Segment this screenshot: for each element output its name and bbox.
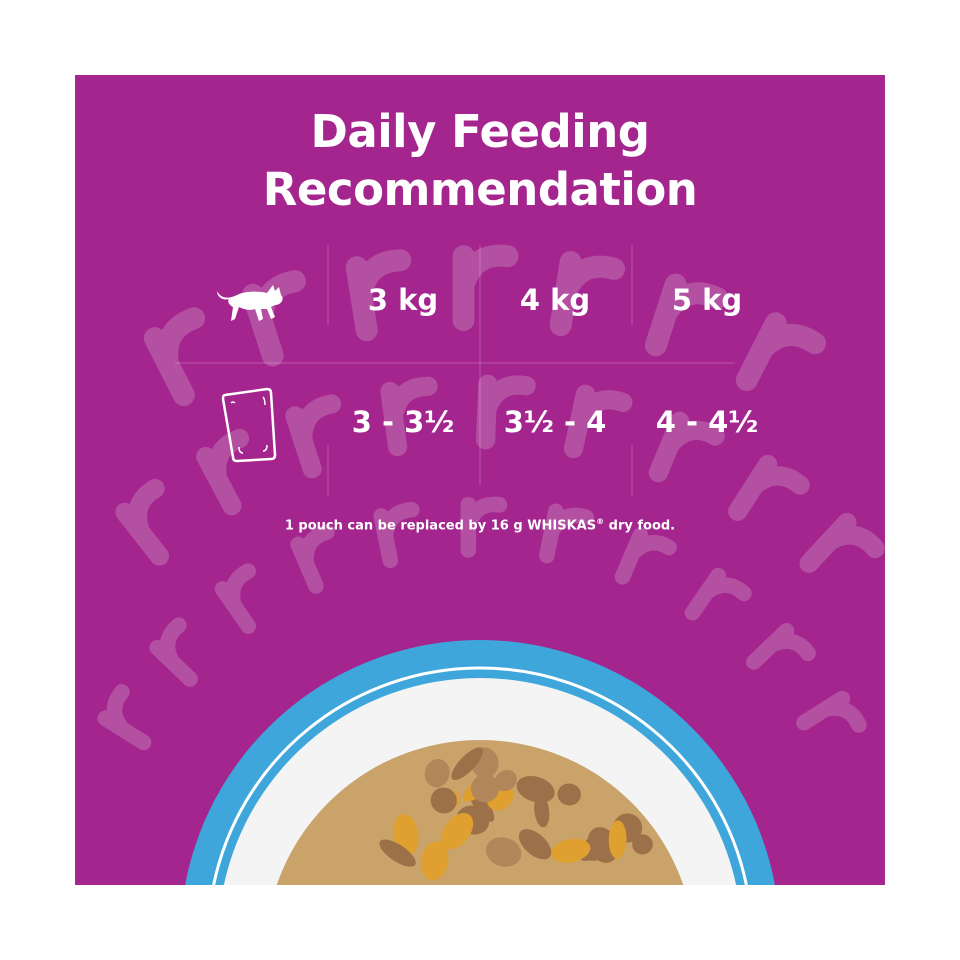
- weight-5kg: 5 kg: [671, 283, 743, 317]
- purr-letter: [373, 501, 420, 569]
- purr-letter: [746, 622, 816, 670]
- food-chunk: [451, 747, 484, 781]
- page-title: Daily Feeding Recommendation: [75, 103, 885, 219]
- purr-letter: [796, 690, 867, 733]
- purr-letter: [285, 394, 342, 479]
- food-chunk: [608, 820, 627, 859]
- food-chunk: [518, 829, 552, 860]
- registered-mark: ®: [596, 517, 605, 526]
- pouches-4kg: 3½ - 4: [503, 405, 607, 439]
- purr-letter: [735, 312, 826, 392]
- food-chunk: [441, 813, 474, 850]
- purr-letter: [149, 617, 198, 687]
- food-chunk: [470, 774, 500, 803]
- purr-letter: [452, 244, 519, 331]
- purr-letter: [476, 374, 536, 450]
- food-chunk: [379, 839, 416, 867]
- purr-letter: [115, 478, 170, 566]
- food-chunk: [557, 783, 581, 806]
- weight-4kg: 4 kg: [519, 283, 591, 317]
- purr-pattern-decoration: [97, 244, 885, 885]
- food-chunk: [494, 769, 517, 792]
- purr-letter: [97, 684, 152, 751]
- food-chunk: [485, 837, 522, 867]
- bowl-rim-line: [212, 666, 748, 885]
- cat-icon: [217, 285, 283, 321]
- purr-letter: [563, 384, 633, 459]
- title-line-1: Daily Feeding: [310, 105, 650, 158]
- purr-letter: [380, 376, 438, 457]
- note-text-end: dry food.: [604, 518, 676, 534]
- food-chunk: [421, 841, 449, 881]
- purr-letter: [549, 251, 626, 337]
- feeding-panel: Daily Feeding Recommendation 3 kg 4 kg 5…: [75, 75, 885, 885]
- purr-letter: [644, 273, 729, 357]
- purr-letter: [196, 428, 250, 516]
- note-text: 1 pouch can be replaced by 16 g WHISKAS: [284, 518, 597, 534]
- purr-letter: [728, 454, 810, 521]
- food-chunk: [551, 838, 591, 863]
- pouch-icon: [221, 387, 277, 463]
- food-chunk: [430, 787, 457, 814]
- purr-letter: [799, 512, 885, 573]
- pouches-3kg: 3 - 3½: [351, 405, 455, 439]
- food-chunk: [632, 834, 653, 855]
- purr-letter: [290, 524, 335, 594]
- purr-letter: [614, 527, 677, 585]
- food-chunk: [516, 776, 555, 803]
- purr-letter: [345, 249, 412, 342]
- food-chunk: [534, 794, 550, 828]
- purr-letter: [214, 563, 257, 634]
- weight-3kg: 3 kg: [367, 283, 439, 317]
- dry-food-note: 1 pouch can be replaced by 16 g WHISKAS®…: [75, 517, 885, 533]
- purr-letter: [648, 411, 725, 483]
- pouches-5kg: 4 - 4½: [655, 405, 759, 439]
- purr-letter: [143, 307, 206, 407]
- purr-letter: [684, 567, 752, 621]
- purr-letter: [460, 496, 508, 558]
- food-chunk: [424, 759, 450, 788]
- purr-letter: [538, 503, 595, 564]
- title-line-2: Recommendation: [262, 163, 698, 216]
